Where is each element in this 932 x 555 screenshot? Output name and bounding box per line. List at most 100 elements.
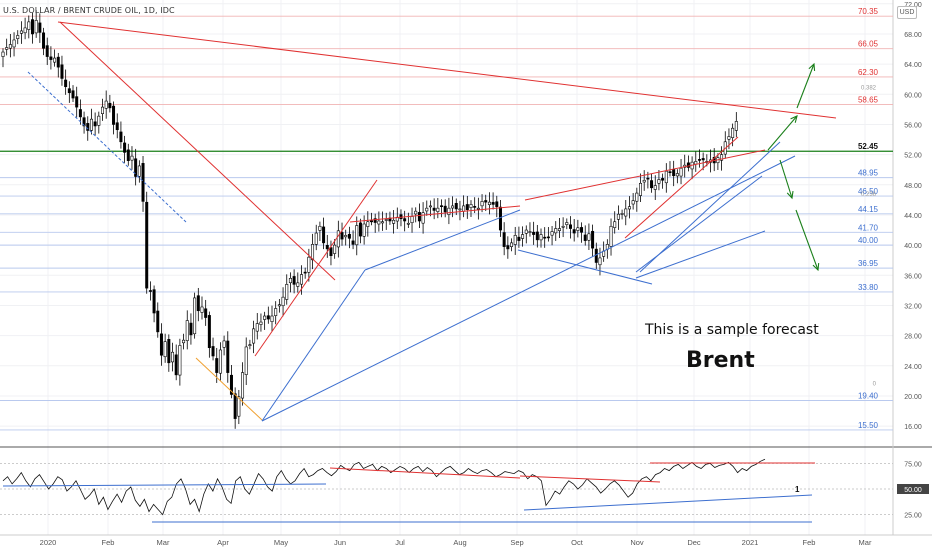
candle-body	[675, 173, 679, 177]
candle-body	[244, 346, 248, 375]
y-tick-label: 16.00	[904, 424, 922, 431]
candle-body	[543, 236, 547, 239]
y-tick-label: 32.00	[904, 303, 922, 310]
x-tick-label: Feb	[102, 538, 115, 547]
candle-body	[362, 223, 366, 237]
candle-body	[476, 207, 480, 210]
candle-body	[108, 102, 112, 109]
candle-body	[104, 100, 108, 109]
currency-badge[interactable]: USD	[897, 6, 917, 19]
candle-body	[292, 276, 296, 285]
candle-body	[226, 340, 230, 373]
candle-body	[266, 315, 270, 320]
candle-body	[156, 310, 160, 333]
y-tick-label: 28.00	[904, 334, 922, 341]
candle-body	[347, 233, 351, 239]
candle-body	[182, 339, 186, 344]
candle-body	[207, 315, 211, 349]
candle-body	[620, 213, 624, 215]
candle-body	[462, 205, 466, 212]
candle-body	[204, 308, 208, 318]
forecast-arrow-up-long	[796, 63, 815, 109]
candle-body	[358, 222, 362, 237]
candle-body	[60, 64, 64, 79]
candle-body	[639, 182, 643, 196]
candle-body	[145, 201, 149, 289]
y-tick-label: 56.00	[904, 122, 922, 129]
candle-body	[425, 207, 429, 212]
candle-body	[734, 121, 738, 131]
fib-label: 0.236	[861, 192, 877, 198]
candle-body	[336, 230, 340, 248]
x-tick-label: Jun	[334, 538, 346, 547]
candle-body	[112, 105, 116, 125]
candle-body	[539, 234, 543, 241]
candle-body	[432, 207, 436, 211]
rsi-tick-label: 25.00	[904, 513, 922, 520]
consolidation-bottom-line	[364, 209, 521, 271]
candle-body	[30, 19, 34, 35]
symbol-title: U.S. DOLLAR / BRENT CRUDE OIL, 1D, IDC	[3, 6, 175, 15]
fall-support-line	[517, 249, 653, 285]
candle-body	[218, 349, 222, 374]
candle-body	[16, 35, 20, 39]
candle-body	[211, 346, 215, 357]
candle-body	[454, 203, 458, 210]
candle-body	[241, 372, 245, 399]
downtrend-line	[59, 21, 336, 281]
level-label: 36.95	[858, 259, 879, 268]
candle-body	[428, 205, 432, 208]
candle-body	[311, 244, 315, 261]
y-tick-label: 20.00	[904, 394, 922, 401]
x-tick-label: Apr	[217, 538, 229, 547]
candle-body	[130, 155, 134, 161]
candle-body	[222, 340, 226, 348]
candle-body	[532, 231, 536, 235]
candle-body	[727, 136, 731, 140]
candle-body	[64, 79, 68, 88]
candle-body	[679, 167, 683, 177]
candle-body	[49, 56, 53, 60]
candle-body	[1, 51, 5, 57]
candle-body	[189, 322, 193, 336]
candle-body	[97, 115, 101, 126]
candle-body	[148, 290, 152, 292]
candle-body	[329, 247, 333, 256]
candle-body	[487, 201, 491, 206]
level-label: 41.70	[858, 223, 879, 232]
x-tick-label: 2021	[742, 538, 759, 547]
candle-body	[554, 228, 558, 234]
candle-body	[440, 205, 444, 207]
candle-body	[325, 245, 329, 250]
candle-body	[53, 57, 57, 63]
candle-body	[694, 161, 698, 165]
candle-body	[392, 219, 396, 224]
candle-body	[447, 207, 451, 215]
candle-body	[591, 230, 595, 249]
level-label: 33.80	[858, 283, 879, 292]
long-resistance-line	[57, 21, 837, 119]
candle-body	[307, 256, 311, 273]
y-tick-label: 52.00	[904, 153, 922, 160]
candle-body	[657, 179, 661, 184]
level-label: 48.95	[858, 169, 879, 178]
candle-body	[115, 122, 119, 131]
candle-body	[498, 206, 502, 231]
x-tick-label: Mar	[157, 538, 170, 547]
candle-body	[355, 225, 359, 246]
candle-body	[185, 320, 189, 341]
x-tick-label: Aug	[453, 538, 466, 547]
candle-body	[56, 56, 60, 68]
forecast-arrow-up-short	[767, 115, 798, 151]
level-label: 70.35	[858, 7, 879, 16]
candle-body	[731, 127, 735, 138]
candle-body	[506, 245, 510, 250]
candle-body	[159, 333, 163, 356]
candle-body	[351, 240, 355, 245]
x-tick-label: Oct	[571, 538, 584, 547]
level-label: 66.05	[858, 40, 879, 49]
consolidation-top-line	[349, 205, 521, 223]
candle-body	[123, 142, 127, 153]
rsi-red-down	[519, 475, 661, 483]
